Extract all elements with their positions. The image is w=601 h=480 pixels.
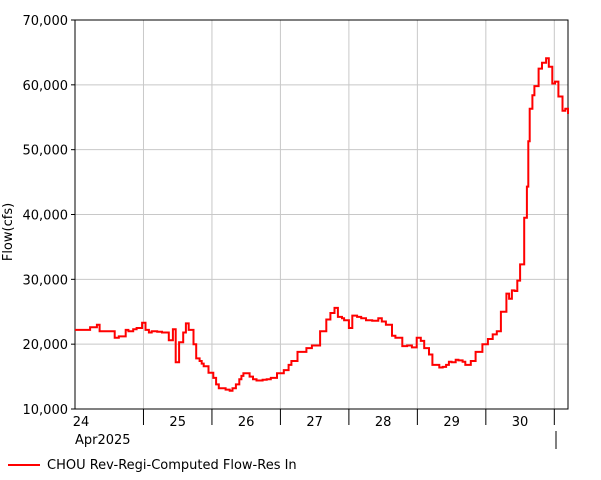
- y-axis-label: Flow(cfs): [1, 203, 16, 261]
- x-axis: 24 25 26 27 28 29 30 Apr2025: [73, 409, 557, 449]
- x-tick-label: 25: [169, 415, 186, 430]
- x-tick-label: 30: [512, 415, 529, 430]
- x-month-label: Apr2025: [75, 433, 131, 448]
- y-axis: 10,000 20,000 30,000 40,000 50,000 60,000 70,0…: [23, 14, 75, 418]
- y-tick-label: 60,000: [23, 79, 69, 94]
- y-tick-label: 10,000: [23, 403, 69, 418]
- x-tick-label: 28: [375, 415, 392, 430]
- series-group: [75, 57, 569, 392]
- x-tick-label: 26: [238, 415, 255, 430]
- x-tick-label: 24: [73, 415, 90, 430]
- legend: CHOU Rev-Regi-Computed Flow-Res In: [8, 458, 297, 473]
- y-tick-label: 70,000: [23, 14, 69, 29]
- legend-label: CHOU Rev-Regi-Computed Flow-Res In: [47, 458, 297, 473]
- y-tick-label: 20,000: [23, 338, 69, 353]
- series-line: [75, 57, 569, 392]
- x-tick-label: 29: [443, 415, 460, 430]
- y-tick-label: 50,000: [23, 144, 69, 159]
- y-tick-label: 40,000: [23, 209, 69, 224]
- y-tick-label: 30,000: [23, 273, 69, 288]
- x-tick-label: 27: [306, 415, 323, 430]
- grid: [75, 19, 568, 410]
